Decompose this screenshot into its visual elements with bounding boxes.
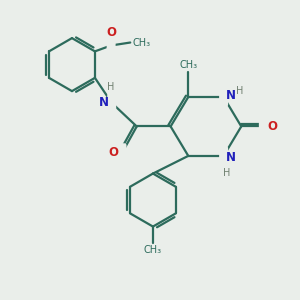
Text: CH₃: CH₃ bbox=[179, 60, 197, 70]
Text: O: O bbox=[267, 120, 277, 133]
Text: N: N bbox=[226, 89, 236, 102]
Text: N: N bbox=[226, 151, 236, 164]
Text: N: N bbox=[99, 96, 110, 110]
Text: CH₃: CH₃ bbox=[144, 245, 162, 255]
Text: H: H bbox=[223, 168, 230, 178]
Text: O: O bbox=[106, 26, 116, 39]
Text: H: H bbox=[107, 82, 115, 92]
Text: H: H bbox=[236, 85, 243, 95]
Text: O: O bbox=[109, 146, 118, 159]
Text: CH₃: CH₃ bbox=[133, 38, 151, 47]
